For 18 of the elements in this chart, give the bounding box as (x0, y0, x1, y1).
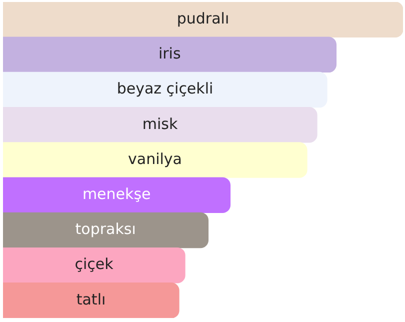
bar (3, 107, 318, 143)
y-tick-label: misk (142, 114, 178, 133)
y-tick-label: tatlı (76, 290, 106, 308)
bar (3, 177, 231, 213)
y-tick-label: topraksı (75, 220, 136, 238)
y-tick-label: menekşe (82, 185, 151, 203)
bar (3, 247, 186, 284)
y-tick-label: iris (158, 44, 181, 63)
y-tick-label: pudralı (176, 9, 230, 28)
bar (3, 72, 328, 108)
y-tick-label: beyaz çiçekli (116, 80, 214, 98)
y-tick-label: çiçek (74, 255, 114, 274)
bar (3, 142, 308, 178)
bar (3, 212, 209, 248)
y-tick-label: vanilya (128, 150, 182, 168)
bar (3, 282, 180, 318)
bar (3, 2, 403, 38)
bar (3, 36, 337, 73)
